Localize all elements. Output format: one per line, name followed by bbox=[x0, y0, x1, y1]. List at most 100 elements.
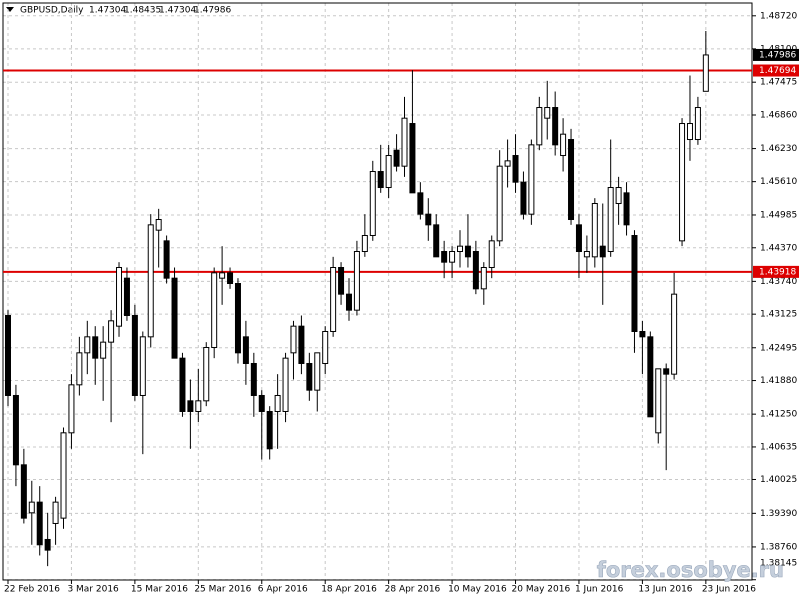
candle-body bbox=[179, 357, 186, 412]
x-tick-label: 13 Jun 2016 bbox=[638, 585, 692, 595]
candle-body bbox=[457, 245, 464, 253]
y-tick-label: 1.42495 bbox=[760, 343, 797, 353]
last-price-tag bbox=[753, 48, 799, 61]
price-tag bbox=[753, 64, 799, 77]
candle-body bbox=[591, 203, 598, 258]
ohlc-low: 1.47304 bbox=[159, 6, 196, 16]
ohlc-high: 1.48435 bbox=[124, 6, 161, 16]
candle-body bbox=[108, 320, 115, 343]
candle-body bbox=[171, 277, 178, 359]
candle-body bbox=[433, 224, 440, 258]
ohlc-close: 1.47986 bbox=[194, 6, 231, 16]
x-tick-label: 28 Apr 2016 bbox=[385, 585, 441, 595]
candle-body bbox=[266, 410, 273, 450]
x-tick-label: 22 Feb 2016 bbox=[4, 585, 60, 595]
candle-body bbox=[583, 251, 590, 258]
price-tag-label: 1.43918 bbox=[759, 267, 796, 277]
x-tick-label: 18 Apr 2016 bbox=[321, 585, 377, 595]
candle-body bbox=[123, 277, 130, 316]
candle-body bbox=[623, 192, 630, 226]
x-tick-label: 23 Jun 2016 bbox=[702, 585, 756, 595]
candle-body bbox=[520, 181, 527, 215]
candle-body bbox=[353, 251, 360, 311]
candle-body bbox=[575, 224, 582, 253]
candle-body bbox=[298, 325, 305, 364]
candle-body bbox=[647, 336, 654, 418]
candle-body bbox=[20, 464, 27, 519]
candle-body bbox=[686, 123, 693, 141]
candle-body bbox=[393, 149, 400, 167]
x-tick-label: 25 Mar 2016 bbox=[194, 585, 251, 595]
y-tick-label: 1.38145 bbox=[760, 559, 797, 569]
y-tick-label: 1.46860 bbox=[760, 110, 797, 120]
candle-body bbox=[306, 362, 313, 391]
candle-body bbox=[12, 394, 19, 466]
candle-body bbox=[552, 107, 559, 146]
candle-body bbox=[480, 267, 487, 290]
candle-body bbox=[195, 400, 202, 412]
candle-body bbox=[544, 107, 551, 119]
y-tick-label: 1.40025 bbox=[760, 475, 797, 485]
candle-body bbox=[28, 501, 35, 514]
candle-body bbox=[131, 314, 138, 396]
y-tick-label: 1.41250 bbox=[760, 410, 797, 420]
y-tick-label: 1.45610 bbox=[760, 177, 797, 187]
y-tick-label: 1.39390 bbox=[760, 509, 797, 519]
candle-body bbox=[147, 224, 154, 338]
candle-body bbox=[417, 192, 424, 215]
y-tick-label: 1.38760 bbox=[760, 542, 797, 552]
candle-body bbox=[52, 501, 59, 524]
candle-body bbox=[385, 155, 392, 189]
candle-body bbox=[488, 240, 495, 269]
x-tick-label: 3 Mar 2016 bbox=[67, 585, 119, 595]
watermark: forex.osobye.ru bbox=[597, 558, 784, 582]
candle-body bbox=[536, 107, 543, 146]
price-tag bbox=[753, 265, 799, 278]
candle-body bbox=[679, 123, 686, 242]
candle-body bbox=[401, 117, 408, 167]
candle-body bbox=[631, 235, 638, 332]
candle-body bbox=[639, 330, 646, 338]
y-tick-label: 1.40635 bbox=[760, 442, 797, 452]
chart-title: GBPUSD,Daily bbox=[20, 6, 84, 16]
x-tick-label: 15 Mar 2016 bbox=[131, 585, 188, 595]
y-tick-label: 1.47475 bbox=[760, 78, 797, 88]
candle-body bbox=[472, 251, 479, 290]
candle-body bbox=[203, 346, 210, 402]
candle-body bbox=[568, 139, 575, 221]
candle-body bbox=[702, 54, 709, 92]
candle-body bbox=[155, 219, 162, 231]
candle-body bbox=[211, 272, 218, 348]
candle-body bbox=[615, 187, 622, 205]
candle-body bbox=[258, 394, 265, 412]
candle-body bbox=[512, 155, 519, 183]
last-price-label: 1.47986 bbox=[759, 50, 796, 60]
menu-arrow bbox=[6, 7, 14, 12]
candle-body bbox=[100, 341, 107, 359]
price-tag-label: 1.47694 bbox=[759, 66, 796, 76]
candle-body bbox=[76, 352, 83, 386]
candle-body bbox=[496, 165, 503, 242]
candle-body bbox=[234, 283, 241, 354]
candle-body bbox=[425, 213, 432, 226]
candle-body bbox=[250, 362, 257, 396]
candle-body bbox=[219, 272, 226, 279]
candle-body bbox=[116, 267, 123, 327]
candle-body bbox=[163, 240, 170, 279]
x-tick-label: 10 May 2016 bbox=[448, 585, 507, 595]
candle-body bbox=[290, 325, 297, 354]
candle-body bbox=[369, 171, 376, 237]
candle-body bbox=[5, 314, 11, 396]
candle-body bbox=[314, 352, 321, 391]
candle-body bbox=[330, 267, 337, 332]
candle-body bbox=[441, 251, 448, 263]
candle-body bbox=[560, 133, 567, 157]
candle-body bbox=[599, 245, 606, 258]
candle-body bbox=[36, 501, 43, 546]
candle-body bbox=[671, 293, 678, 375]
candle-body bbox=[377, 171, 384, 189]
candle-body bbox=[607, 187, 614, 253]
candle-body bbox=[528, 144, 535, 215]
